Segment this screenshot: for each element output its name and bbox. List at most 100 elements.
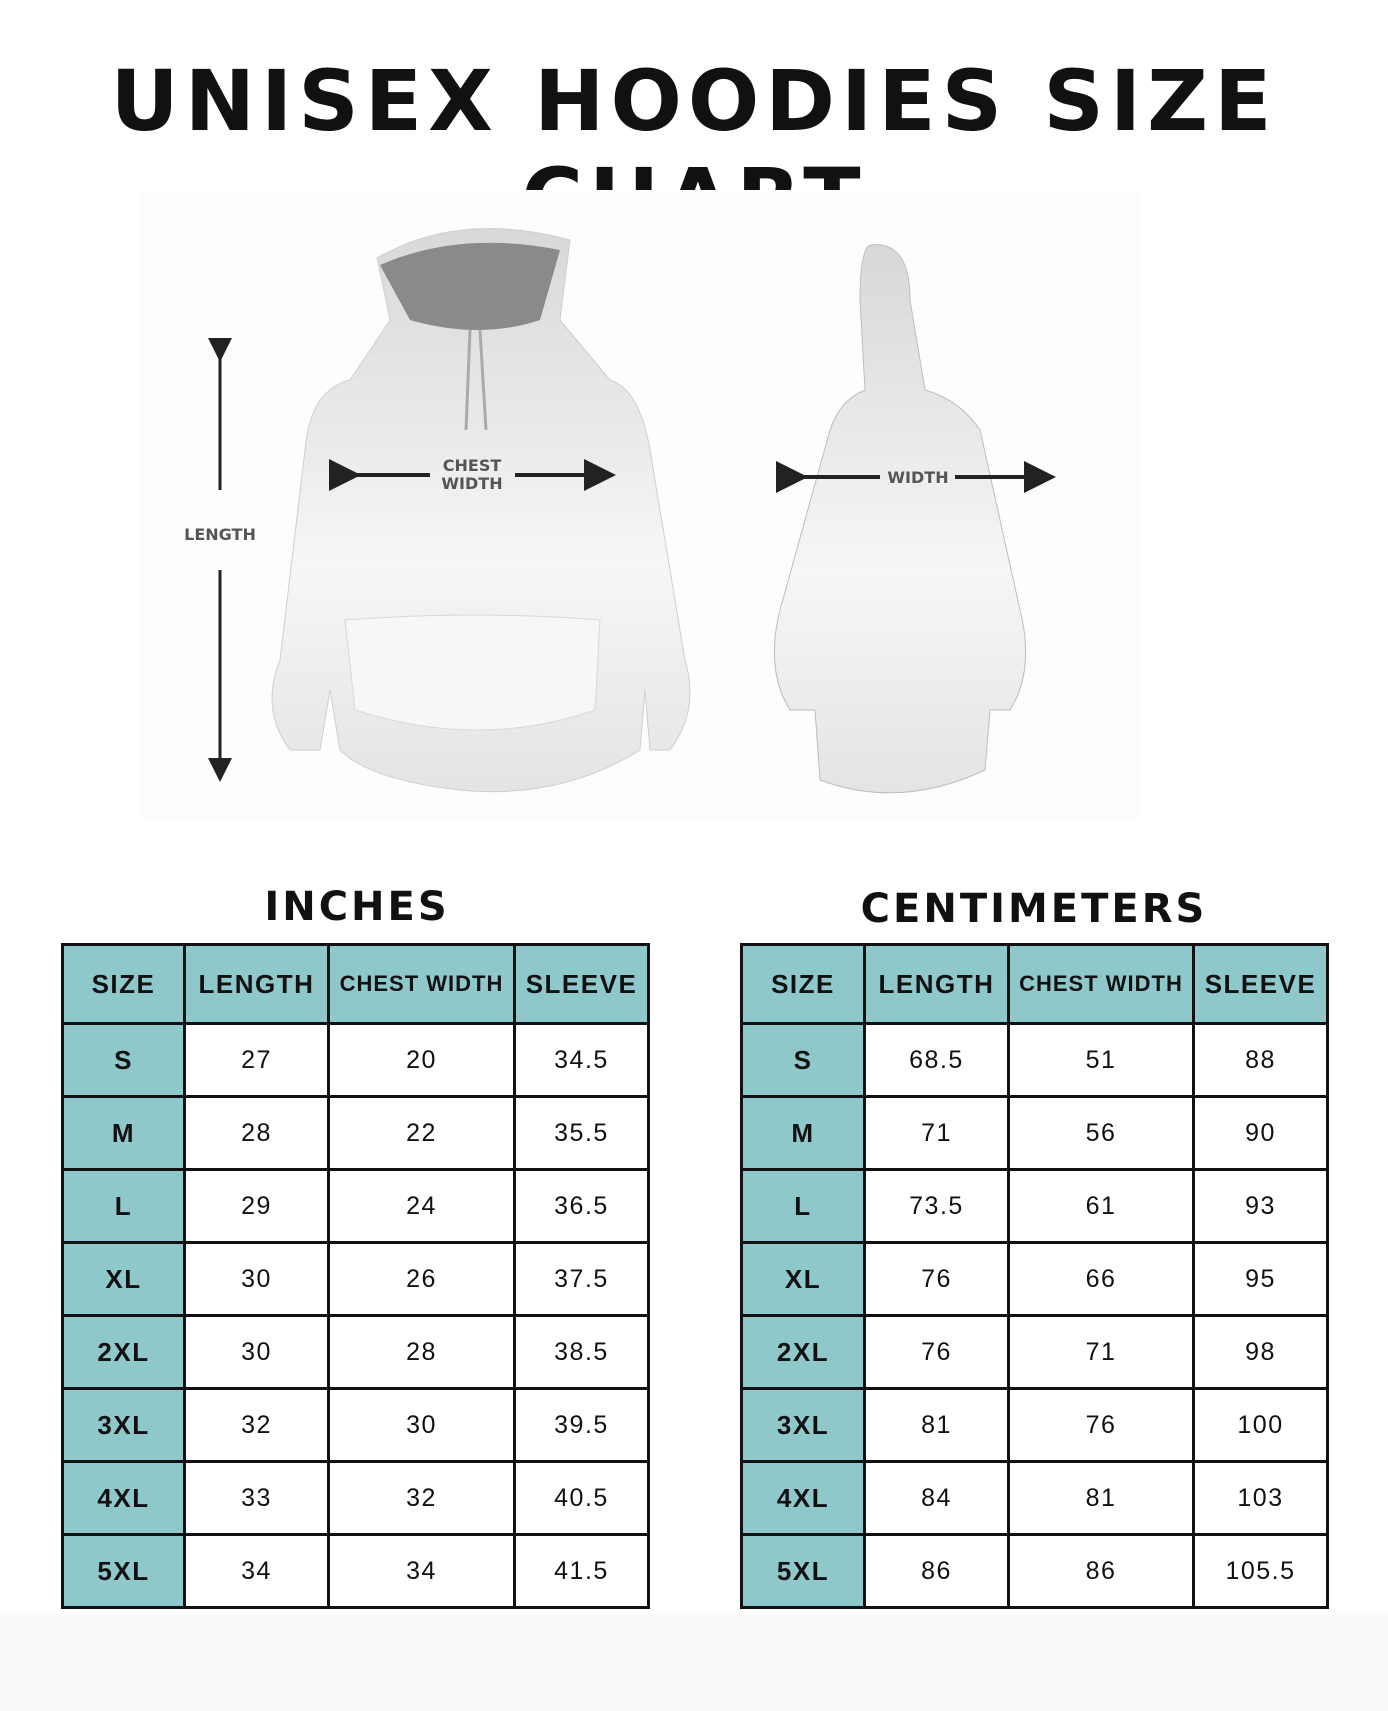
table-row: 2XL 30 28 38.5 — [61, 1314, 650, 1390]
table-row: 4XL 84 81 103 — [740, 1460, 1329, 1536]
value-cell: 32 — [183, 1387, 330, 1463]
table-row: XL 76 66 95 — [740, 1241, 1329, 1317]
back-width-label: WIDTH — [887, 468, 948, 487]
column-header: SLEEVE — [513, 943, 650, 1025]
table-row: 5XL 34 34 41.5 — [61, 1533, 650, 1609]
value-cell: 34.5 — [513, 1022, 650, 1098]
table-row: 5XL 86 86 105.5 — [740, 1533, 1329, 1609]
centimeters-title: CENTIMETERS — [860, 886, 1208, 932]
size-cell: 2XL — [740, 1314, 866, 1390]
size-cell: XL — [740, 1241, 866, 1317]
value-cell: 30 — [183, 1241, 330, 1317]
size-cell: 4XL — [740, 1460, 866, 1536]
value-cell: 38.5 — [513, 1314, 650, 1390]
size-cell: 4XL — [61, 1460, 186, 1536]
length-label: LENGTH — [184, 525, 256, 544]
value-cell: 35.5 — [513, 1095, 650, 1171]
front-hoodie-image — [271, 227, 691, 793]
value-cell: 28 — [327, 1314, 516, 1390]
value-cell: 71 — [1007, 1314, 1195, 1390]
value-cell: 100 — [1192, 1387, 1329, 1463]
value-cell: 29 — [183, 1168, 330, 1244]
value-cell: 66 — [1007, 1241, 1195, 1317]
value-cell: 24 — [327, 1168, 516, 1244]
value-cell: 32 — [327, 1460, 516, 1536]
value-cell: 103 — [1192, 1460, 1329, 1536]
header-row: SIZE LENGTH CHEST WIDTH SLEEVE — [740, 943, 1329, 1025]
size-cell: L — [740, 1168, 866, 1244]
value-cell: 40.5 — [513, 1460, 650, 1536]
size-cell: 3XL — [740, 1387, 866, 1463]
table-row: L 29 24 36.5 — [61, 1168, 650, 1244]
value-cell: 88 — [1192, 1022, 1329, 1098]
value-cell: 73.5 — [863, 1168, 1010, 1244]
back-hoodie-image — [773, 244, 1027, 794]
value-cell: 95 — [1192, 1241, 1329, 1317]
value-cell: 22 — [327, 1095, 516, 1171]
value-cell: 86 — [863, 1533, 1010, 1609]
value-cell: 76 — [863, 1314, 1010, 1390]
size-cell: XL — [61, 1241, 186, 1317]
table-row: XL 30 26 37.5 — [61, 1241, 650, 1317]
value-cell: 33 — [183, 1460, 330, 1536]
value-cell: 81 — [1007, 1460, 1195, 1536]
column-header: LENGTH — [863, 943, 1010, 1025]
value-cell: 26 — [327, 1241, 516, 1317]
value-cell: 90 — [1192, 1095, 1329, 1171]
value-cell: 34 — [327, 1533, 516, 1609]
column-header: CHEST WIDTH — [1007, 943, 1195, 1025]
value-cell: 36.5 — [513, 1168, 650, 1244]
inches-table: SIZE LENGTH CHEST WIDTH SLEEVE S 27 20 34.5 M 28 2… — [61, 943, 650, 1609]
size-cell: S — [740, 1022, 866, 1098]
value-cell: 86 — [1007, 1533, 1195, 1609]
header-row: SIZE LENGTH CHEST WIDTH SLEEVE — [61, 943, 650, 1025]
value-cell: 105.5 — [1192, 1533, 1329, 1609]
table-row: S 27 20 34.5 — [61, 1022, 650, 1098]
column-header: SIZE — [740, 943, 866, 1025]
value-cell: 98 — [1192, 1314, 1329, 1390]
table-row: L 73.5 61 93 — [740, 1168, 1329, 1244]
inches-title: INCHES — [264, 884, 450, 930]
value-cell: 39.5 — [513, 1387, 650, 1463]
value-cell: 56 — [1007, 1095, 1195, 1171]
value-cell: 93 — [1192, 1168, 1329, 1244]
size-cell: 5XL — [61, 1533, 186, 1609]
table-row: 3XL 32 30 39.5 — [61, 1387, 650, 1463]
value-cell: 81 — [863, 1387, 1010, 1463]
column-header: CHEST WIDTH — [327, 943, 516, 1025]
footer-strip — [0, 1615, 1388, 1711]
value-cell: 30 — [327, 1387, 516, 1463]
chest-label-line1: CHEST — [443, 456, 502, 475]
table-row: M 28 22 35.5 — [61, 1095, 650, 1171]
column-header: SIZE — [61, 943, 186, 1025]
table-row: 3XL 81 76 100 — [740, 1387, 1329, 1463]
value-cell: 61 — [1007, 1168, 1195, 1244]
table-row: M 71 56 90 — [740, 1095, 1329, 1171]
column-header: SLEEVE — [1192, 943, 1329, 1025]
value-cell: 84 — [863, 1460, 1010, 1536]
chest-label-line2: WIDTH — [441, 474, 502, 493]
table-row: 4XL 33 32 40.5 — [61, 1460, 650, 1536]
size-cell: 3XL — [61, 1387, 186, 1463]
value-cell: 51 — [1007, 1022, 1195, 1098]
size-cell: L — [61, 1168, 186, 1244]
value-cell: 76 — [1007, 1387, 1195, 1463]
value-cell: 27 — [183, 1022, 330, 1098]
size-cell: 5XL — [740, 1533, 866, 1609]
size-cell: M — [61, 1095, 186, 1171]
value-cell: 76 — [863, 1241, 1010, 1317]
value-cell: 41.5 — [513, 1533, 650, 1609]
column-header: LENGTH — [183, 943, 330, 1025]
value-cell: 28 — [183, 1095, 330, 1171]
size-cell: S — [61, 1022, 186, 1098]
size-cell: 2XL — [61, 1314, 186, 1390]
value-cell: 68.5 — [863, 1022, 1010, 1098]
centimeters-table: SIZE LENGTH CHEST WIDTH SLEEVE S 68.5 51 88 M 71 5… — [740, 943, 1329, 1609]
value-cell: 71 — [863, 1095, 1010, 1171]
value-cell: 20 — [327, 1022, 516, 1098]
value-cell: 37.5 — [513, 1241, 650, 1317]
size-cell: M — [740, 1095, 866, 1171]
table-row: 2XL 76 71 98 — [740, 1314, 1329, 1390]
table-row: S 68.5 51 88 — [740, 1022, 1329, 1098]
value-cell: 30 — [183, 1314, 330, 1390]
